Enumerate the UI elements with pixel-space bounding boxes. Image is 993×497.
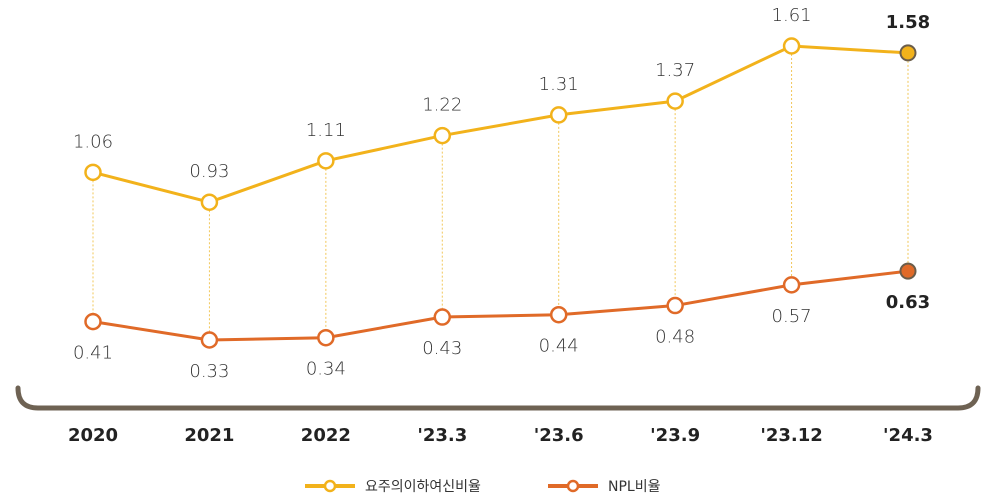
- point: [433, 308, 452, 326]
- x-tick-label: '23.9: [650, 425, 700, 446]
- point: [782, 276, 801, 294]
- data-label: 1.37: [655, 60, 695, 81]
- x-tick-label: '23.6: [534, 425, 584, 446]
- data-label: 0.44: [539, 336, 579, 357]
- x-tick-label: '23.12: [760, 425, 822, 446]
- line: [92, 269, 909, 342]
- point: [666, 92, 684, 110]
- point: [433, 126, 452, 145]
- data-label: 1.58: [886, 12, 930, 33]
- data-label: 1.61: [772, 5, 812, 26]
- x-tick-label: '24.3: [883, 425, 933, 446]
- data-label: 0.33: [189, 361, 229, 382]
- data-label: 1.31: [539, 74, 579, 95]
- data-label: 0.34: [306, 359, 346, 380]
- data-label: 1.06: [73, 131, 113, 152]
- data-label: 0.48: [655, 327, 695, 348]
- x-tick-label: 2021: [184, 425, 234, 446]
- legend-marker: [566, 479, 580, 493]
- x-tick-label: 2020: [68, 425, 118, 446]
- point: [317, 152, 335, 170]
- x-tick-label: 2022: [301, 425, 351, 446]
- legend-label: NPL비율: [608, 479, 661, 495]
- point: [899, 262, 917, 280]
- point: [200, 193, 219, 211]
- point: [200, 331, 219, 349]
- legend-label: 요주의이하여신비율: [365, 479, 481, 495]
- data-label: 1.11: [306, 120, 346, 141]
- data-label: 0.57: [772, 306, 812, 327]
- line: [92, 44, 909, 204]
- point: [899, 44, 917, 62]
- point: [782, 37, 801, 55]
- point: [84, 163, 102, 182]
- point: [666, 296, 684, 315]
- data-label: 0.63: [886, 292, 930, 313]
- point: [317, 328, 335, 347]
- x-tick-label: '23.3: [417, 425, 467, 446]
- bracket: [15, 385, 981, 411]
- data-label: 0.93: [189, 161, 229, 182]
- legend-marker: [323, 479, 337, 493]
- point: [549, 305, 568, 324]
- point: [84, 312, 102, 331]
- data-label: 0.41: [73, 343, 113, 364]
- data-label: 1.22: [422, 95, 462, 116]
- data-label: 0.43: [422, 338, 462, 359]
- point: [549, 106, 568, 124]
